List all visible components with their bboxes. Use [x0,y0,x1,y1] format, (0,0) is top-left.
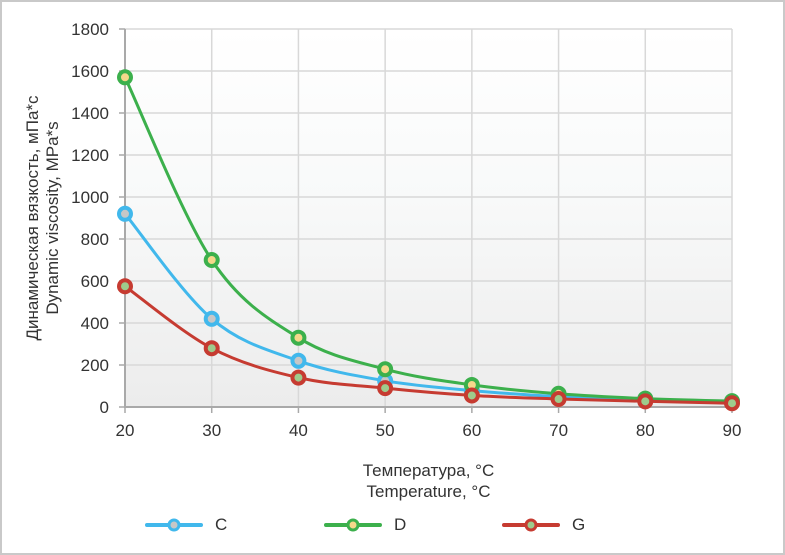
data-point-d [290,329,307,346]
y-tick-label: 0 [100,398,109,417]
plot-background [125,29,732,407]
y-tick-label: 1400 [71,104,109,123]
x-tick-label: 50 [376,421,395,440]
data-point-g [724,395,740,412]
data-point-g [203,340,220,357]
y-tick-label: 1200 [71,146,109,165]
y-tick-label: 600 [81,272,109,291]
data-point-c [290,352,307,369]
series-marker-icon [524,518,538,532]
legend-item-g: G [502,512,585,538]
data-point-d [203,252,220,268]
x-tick-label: 20 [116,421,135,440]
data-point-c [203,310,220,327]
legend-line-sample [145,518,203,532]
y-tick-label: 200 [81,356,109,375]
y-tick-label: 1800 [71,20,109,39]
x-tick-label: 30 [202,421,221,440]
data-point-c [117,205,133,222]
x-axis-title: Температура, °C Temperature, °C [125,460,732,502]
data-point-d [377,361,394,378]
x-tick-label: 90 [723,421,742,440]
data-point-g [290,369,307,386]
data-point-g [550,391,567,408]
x-axis-title-ru: Температура, °C [362,461,495,480]
series-marker-icon [346,518,360,532]
y-tick-label: 1000 [71,188,109,207]
legend-line-sample [324,518,382,532]
legend-label: G [572,515,586,534]
legend: C D G [2,512,783,538]
series-marker-icon [167,518,181,532]
y-tick-label: 800 [81,230,109,249]
legend-item-c: C [145,512,227,538]
x-axis-title-en: Temperature, °C [366,482,491,501]
x-tick-label: 40 [289,421,308,440]
legend-label: D [394,515,407,534]
data-point-g [463,387,480,404]
legend-line-sample [502,518,560,532]
data-point-g [637,393,654,410]
legend-item-d: D [324,512,406,538]
data-point-g [117,278,133,295]
y-tick-label: 400 [81,314,109,333]
x-tick-label: 60 [462,421,481,440]
data-point-g [377,380,394,397]
series-line-d [123,75,734,403]
x-tick-label: 80 [636,421,655,440]
legend-label: C [215,515,228,534]
y-tick-label: 1600 [71,62,109,81]
data-point-d [117,69,133,86]
x-tick-label: 70 [549,421,568,440]
